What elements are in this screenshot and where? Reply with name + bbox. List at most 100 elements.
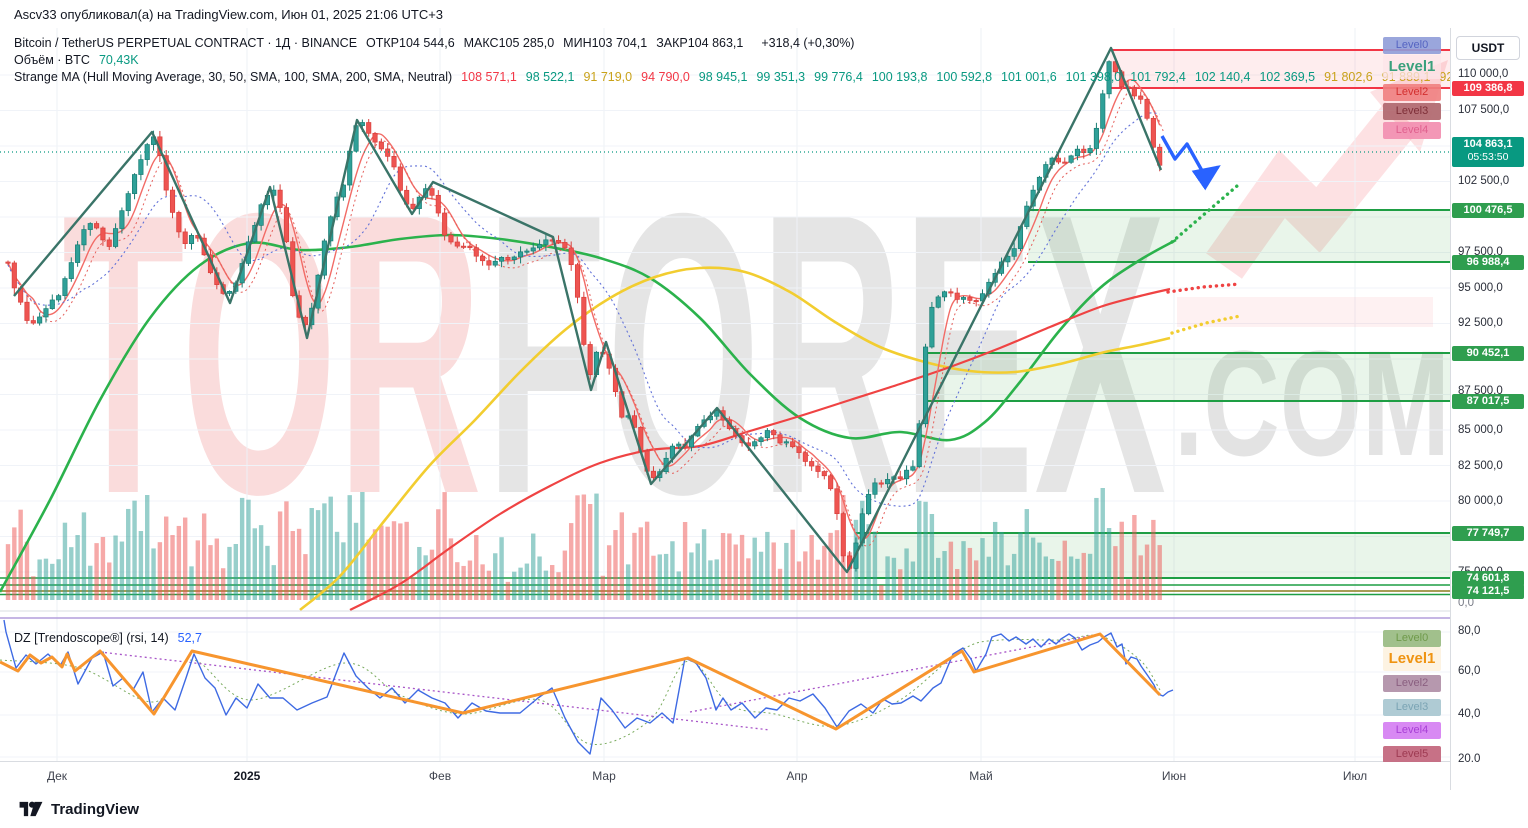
price-tick: 85 000,0 (1458, 424, 1503, 436)
supply-zone-b (925, 353, 1450, 401)
time-axis[interactable]: Дек 2025 Фев Мар Апр Май Июн Июл (0, 762, 1450, 790)
tradingview-brand-text: TradingView (51, 800, 140, 818)
price-badge: 96 988,4 (1452, 254, 1524, 270)
supply-zone-a (1028, 210, 1450, 262)
drawn-arrow-annotation (1160, 135, 1221, 191)
price-tick: 110 000,0 (1458, 68, 1509, 80)
rsi-zigzag-line (0, 632, 1162, 731)
tradingview-logo-icon (19, 801, 43, 817)
price-chart-canvas[interactable]: TOR FOREX .COM (0, 0, 1450, 762)
rsi-tick: 20.0 (1458, 753, 1481, 765)
indicator-value: 101 001,6 (1001, 70, 1057, 84)
time-label: Мар (592, 769, 616, 783)
ohlc-pair: ОТКР104 544,6 (366, 36, 455, 50)
volume-value: 70,43K (98, 53, 139, 67)
time-label: Июн (1161, 769, 1187, 783)
indicator-values: 108 571,1 98 522,1 91 719,0 94 790,0 98 945,… (461, 70, 1528, 84)
indicator-value: 98 945,1 (698, 70, 748, 84)
indicator-value: 94 790,0 (641, 70, 690, 84)
watermark-text-com: .COM (1174, 319, 1450, 487)
projected-pink-band (1177, 297, 1433, 327)
projection-green-dots (1170, 184, 1239, 244)
time-label: 2025 (233, 769, 261, 783)
layer-grid (0, 28, 1450, 762)
rsi-green-dotted (0, 634, 1161, 746)
indicator-value: 91 719,0 (583, 70, 633, 84)
price-tick: 92 500,0 (1458, 317, 1503, 329)
indicator-value: 99 351,3 (756, 70, 806, 84)
ohlc-pair: МИН103 704,1 (563, 36, 648, 50)
change-value: +318,4 (+0,30%) (761, 36, 855, 50)
legend-ohlc-values: ОТКР104 544,6 МАКС105 285,0 МИН103 704,1 ЗА… (366, 36, 752, 50)
layer-watermark: TOR FOREX .COM (62, 60, 1450, 577)
volume-label[interactable]: Объём · BTC (14, 53, 90, 67)
main-level-badge: Level4 (1383, 122, 1441, 139)
main-level-badge: Level0 (1383, 37, 1441, 54)
watermark-arrow-icon (1206, 102, 1420, 279)
layer-volume (5, 488, 1162, 600)
price-badge: 77 749,7 (1452, 525, 1524, 541)
rsi-level-badge: Level3 (1383, 699, 1441, 716)
indicator-value: 91 802,6 (1324, 70, 1373, 84)
legend-indicator-row: Strange MA (Hull Moving Average, 30, 50,… (14, 70, 1528, 84)
main-level-badge: Level2 (1383, 84, 1441, 101)
price-tick: 82 500,0 (1458, 460, 1503, 472)
rsi-trendline-up (689, 633, 1101, 713)
indicator-value: 100 592,8 (936, 70, 993, 84)
price-badge: 87 017,5 (1452, 393, 1524, 409)
ohlc-pair: ЗАКР104 863,1 (656, 36, 744, 50)
time-label: Дек (46, 769, 68, 783)
tradingview-branding[interactable]: TradingView (18, 799, 139, 819)
price-tick: 107 500,0 (1458, 104, 1510, 116)
time-label: Фев (428, 769, 452, 783)
time-label: Апр (786, 769, 808, 783)
price-badge: 74 121,5 (1452, 583, 1524, 599)
rsi-value: 52,7 (177, 631, 202, 645)
projection-red-dots (1166, 282, 1242, 294)
time-label: Июл (1342, 769, 1368, 783)
indicator-value: 102 140,4 (1194, 70, 1251, 84)
price-tick: 0,0 (1458, 597, 1474, 609)
legend-volume-row: Объём · BTC 70,43K (14, 53, 148, 67)
legend-symbol-row: Bitcoin / TetherUS PERPETUAL CONTRACT · … (14, 36, 863, 50)
price-badge: 109 386,8 (1452, 80, 1524, 96)
indicator-value: 99 776,4 (814, 70, 863, 84)
ma-green-line (0, 233, 1177, 593)
zigzag-trend-line (13, 46, 1163, 574)
price-axis[interactable]: 110 000,0 107 500,0 102 500,0 97 500,0 95 00… (1450, 28, 1528, 790)
price-badge: 74 601,8 (1452, 570, 1524, 586)
rsi-level-badge: Level1 (1383, 647, 1441, 671)
rsi-tick: 40,0 (1458, 708, 1481, 720)
price-tick: 95 000,0 (1458, 282, 1503, 294)
rsi-tick: 60,0 (1458, 665, 1481, 677)
layer-overlays (0, 46, 1450, 574)
price-badge: 100 476,5 (1452, 202, 1524, 218)
projection-yellow-dots (1170, 314, 1242, 335)
rsi-title[interactable]: DZ [Trendoscope®] (rsi, 14) (14, 631, 169, 645)
publish-info: Ascv33 опубликовал(а) на TradingView.com… (14, 7, 444, 22)
rsi-level-badge: Level0 (1383, 630, 1441, 647)
price-tick: 80 000,0 (1458, 495, 1503, 507)
legend-rsi-row: DZ [Trendoscope®] (rsi, 14) 52,7 (14, 631, 211, 645)
price-tick: 102 500,0 (1458, 175, 1510, 187)
main-level-badge: Level3 (1383, 103, 1441, 120)
main-level-badge: Level1 (1383, 55, 1441, 79)
ma-blue-dotted-line (7, 112, 1160, 507)
rsi-level-badge: Level2 (1383, 675, 1441, 692)
indicator-value: 98 522,1 (525, 70, 575, 84)
currency-toggle-button[interactable]: USDT (1456, 36, 1520, 60)
ma-red-line (349, 287, 1171, 611)
indicator-value: 101 398,0 (1065, 70, 1122, 84)
indicator-value: 108 571,1 (461, 70, 517, 84)
indicator-value: 101 792,4 (1130, 70, 1186, 84)
indicator-title[interactable]: Strange MA (Hull Moving Average, 30, 50,… (14, 70, 453, 84)
ohlc-pair: МАКС105 285,0 (463, 36, 555, 50)
price-badge: 104 863,1 05:53:50 (1452, 137, 1524, 167)
rsi-level-badge: Level5 (1383, 746, 1441, 763)
price-badge: 90 452,1 (1452, 345, 1524, 361)
ma-yellow-line (299, 266, 1171, 611)
rsi-level-badge: Level4 (1383, 722, 1441, 739)
time-label: Май (969, 769, 993, 783)
symbol-title[interactable]: Bitcoin / TetherUS PERPETUAL CONTRACT · … (14, 36, 358, 50)
